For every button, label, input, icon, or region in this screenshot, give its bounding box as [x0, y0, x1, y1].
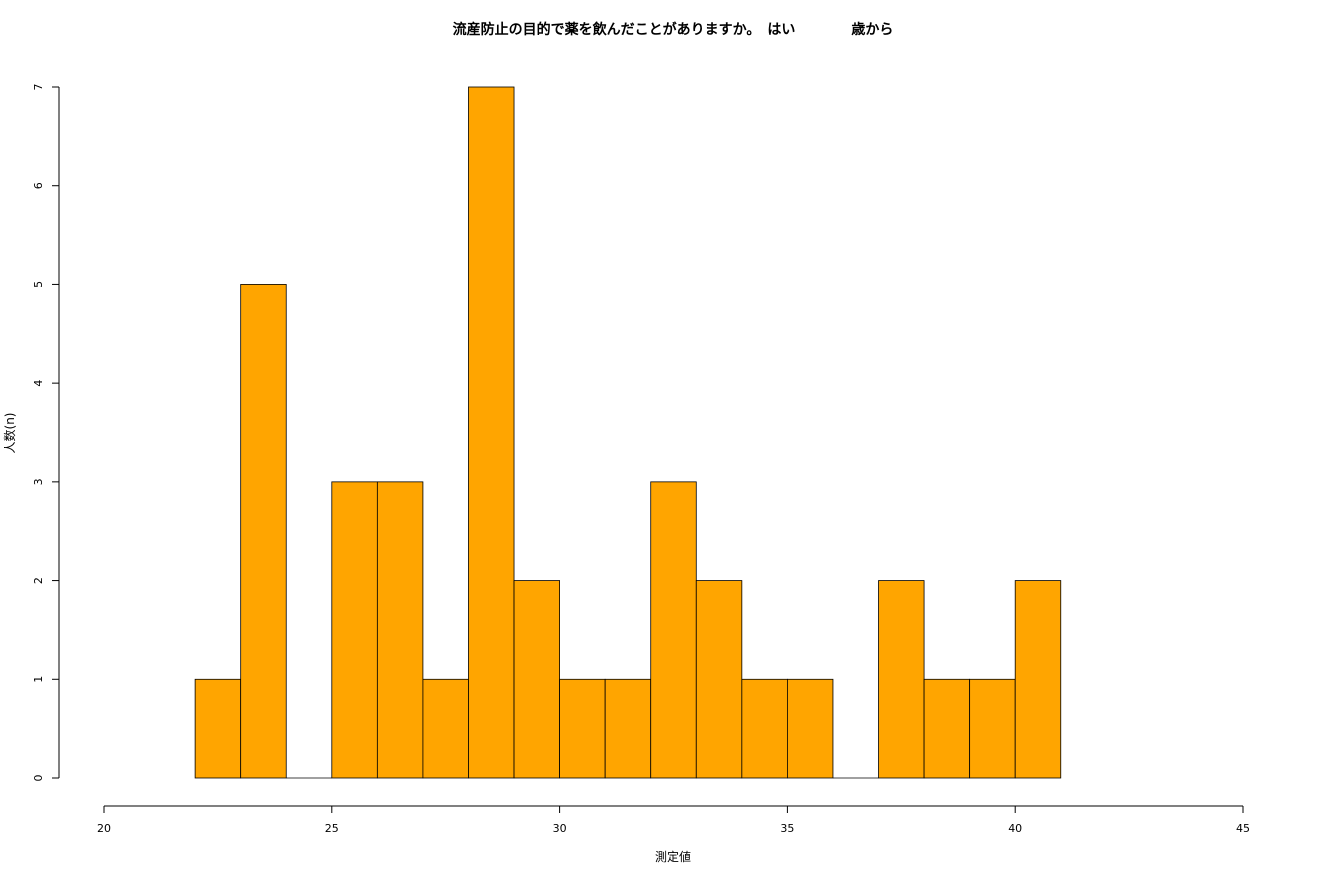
y-tick-label: 4	[32, 380, 45, 387]
bars-group	[194, 86, 1062, 779]
x-tick-label: 20	[97, 822, 111, 835]
histogram-bar	[787, 678, 834, 779]
histogram-bar	[969, 678, 1016, 779]
histogram-bar	[559, 678, 606, 779]
histogram-bar	[194, 678, 242, 779]
histogram-bar	[741, 678, 788, 779]
x-tick-label: 25	[325, 822, 339, 835]
histogram-bar	[331, 481, 378, 779]
y-tick-label: 3	[32, 478, 45, 485]
histogram-bar	[650, 481, 697, 779]
histogram-bar	[513, 580, 560, 779]
x-axis-label: 測定値	[655, 849, 691, 864]
histogram-bar	[878, 580, 925, 779]
x-axis: 20 25 30 35 40 45	[97, 805, 1250, 835]
y-tick-label: 7	[32, 84, 45, 91]
x-tick-label: 35	[780, 822, 794, 835]
histogram-bar	[1014, 580, 1062, 779]
y-axis-label: 人数(n)	[2, 413, 17, 454]
y-tick-label: 1	[32, 676, 45, 683]
y-tick-label: 5	[32, 281, 45, 288]
y-tick-label: 2	[32, 577, 45, 584]
x-tick-label: 40	[1008, 822, 1022, 835]
histogram-bar	[468, 86, 515, 779]
histogram-bar	[695, 580, 743, 779]
x-tick-label: 45	[1236, 822, 1250, 835]
histogram-bar	[422, 678, 469, 779]
histogram-bar	[240, 284, 287, 779]
chart-title: 流産防止の目的で薬を飲んだことがありますか。 はい 歳から	[453, 21, 894, 38]
y-tick-label: 6	[32, 182, 45, 189]
histogram-bar	[376, 481, 424, 779]
x-tick-label: 30	[553, 822, 567, 835]
histogram-bar	[923, 678, 971, 779]
y-tick-label: 0	[32, 775, 45, 782]
y-axis: 0 1 2 3 4 5 6 7	[32, 84, 60, 782]
histogram-bar	[604, 678, 652, 779]
